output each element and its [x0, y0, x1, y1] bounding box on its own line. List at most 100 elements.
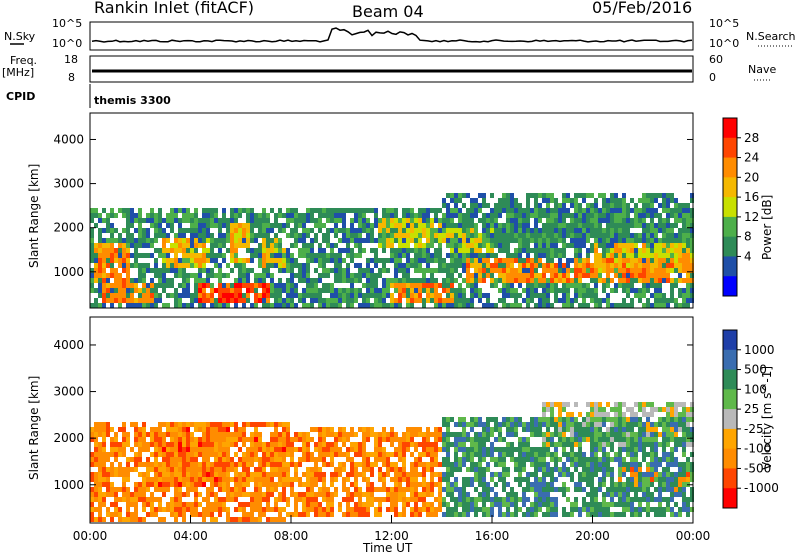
heatmap-cell [526, 198, 530, 203]
heatmap-cell [474, 293, 478, 298]
heatmap-cell [654, 432, 658, 437]
heatmap-cell [186, 213, 190, 218]
heatmap-cell [446, 278, 450, 283]
heatmap-cell [306, 233, 310, 238]
heatmap-cell [678, 303, 682, 308]
heatmap-cell [426, 447, 430, 452]
heatmap-cell [166, 422, 170, 427]
heatmap-cell [122, 492, 126, 497]
heatmap-cell [686, 283, 690, 288]
heatmap-cell [450, 472, 454, 477]
heatmap-cell [122, 293, 126, 298]
heatmap-cell [478, 273, 482, 278]
heatmap-cell [514, 432, 518, 437]
heatmap-cell [334, 208, 338, 213]
heatmap-cell [110, 253, 114, 258]
heatmap-cell [174, 507, 178, 512]
heatmap-cell [182, 437, 186, 442]
heatmap-cell [674, 417, 678, 422]
heatmap-cell [230, 248, 234, 253]
heatmap-cell [422, 273, 426, 278]
heatmap-cell [446, 303, 450, 308]
heatmap-cell [346, 288, 350, 293]
heatmap-cell [454, 198, 458, 203]
heatmap-cell [530, 417, 534, 422]
heatmap-cell [494, 492, 498, 497]
heatmap-cell [378, 487, 382, 492]
heatmap-cell [226, 223, 230, 228]
heatmap-cell [266, 228, 270, 233]
heatmap-cell [306, 258, 310, 263]
heatmap-cell [662, 497, 666, 502]
heatmap-cell [450, 293, 454, 298]
heatmap-cell [262, 233, 266, 238]
heatmap-cell [510, 447, 514, 452]
heatmap-cell [546, 278, 550, 283]
heatmap-cell [642, 193, 646, 198]
heatmap-cell [266, 243, 270, 248]
heatmap-cell [486, 273, 490, 278]
heatmap-cell [566, 402, 570, 407]
heatmap-cell [442, 213, 446, 218]
heatmap-cell [154, 512, 158, 517]
heatmap-cell [570, 457, 574, 462]
heatmap-cell [326, 487, 330, 492]
heatmap-cell [358, 442, 362, 447]
heatmap-cell [558, 203, 562, 208]
heatmap-cell [518, 218, 522, 223]
heatmap-cell [482, 203, 486, 208]
heatmap-cell [206, 422, 210, 427]
heatmap-cell [126, 507, 130, 512]
heatmap-cell [494, 208, 498, 213]
heatmap-cell [350, 462, 354, 467]
heatmap-cell [246, 278, 250, 283]
heatmap-cell [646, 223, 650, 228]
heatmap-cell [494, 238, 498, 243]
heatmap-cell [570, 233, 574, 238]
heatmap-cell [446, 507, 450, 512]
heatmap-cell [518, 248, 522, 253]
heatmap-cell [306, 447, 310, 452]
heatmap-cell [534, 208, 538, 213]
heatmap-cell [250, 457, 254, 462]
heatmap-cell [598, 208, 602, 213]
heatmap-cell [310, 243, 314, 248]
heatmap-cell [518, 253, 522, 258]
heatmap-cell [414, 258, 418, 263]
heatmap-cell [194, 472, 198, 477]
heatmap-cell [510, 218, 514, 223]
heatmap-cell [278, 238, 282, 243]
heatmap-cell [114, 258, 118, 263]
heatmap-cell [322, 268, 326, 273]
heatmap-cell [182, 432, 186, 437]
heatmap-cell [178, 477, 182, 482]
heatmap-cell [458, 432, 462, 437]
heatmap-cell [610, 407, 614, 412]
heatmap-cell [466, 497, 470, 502]
heatmap-cell [274, 457, 278, 462]
heatmap-cell [302, 482, 306, 487]
heatmap-cell [622, 457, 626, 462]
heatmap-cell [602, 198, 606, 203]
heatmap-cell [646, 303, 650, 308]
heatmap-cell [266, 213, 270, 218]
heatmap-cell [286, 283, 290, 288]
heatmap-cell [674, 253, 678, 258]
heatmap-cell [618, 303, 622, 308]
heatmap-cell [582, 487, 586, 492]
heatmap-cell [90, 278, 94, 283]
heatmap-cell [574, 487, 578, 492]
heatmap-cell [590, 223, 594, 228]
heatmap-cell [178, 298, 182, 303]
heatmap-cell [310, 283, 314, 288]
heatmap-cell [542, 233, 546, 238]
heatmap-cell [602, 482, 606, 487]
heatmap-cell [206, 447, 210, 452]
heatmap-cell [314, 507, 318, 512]
heatmap-cell [246, 422, 250, 427]
heatmap-cell [546, 238, 550, 243]
heatmap-cell [174, 477, 178, 482]
heatmap-cell [162, 507, 166, 512]
heatmap-cell [154, 213, 158, 218]
heatmap-cell [278, 462, 282, 467]
